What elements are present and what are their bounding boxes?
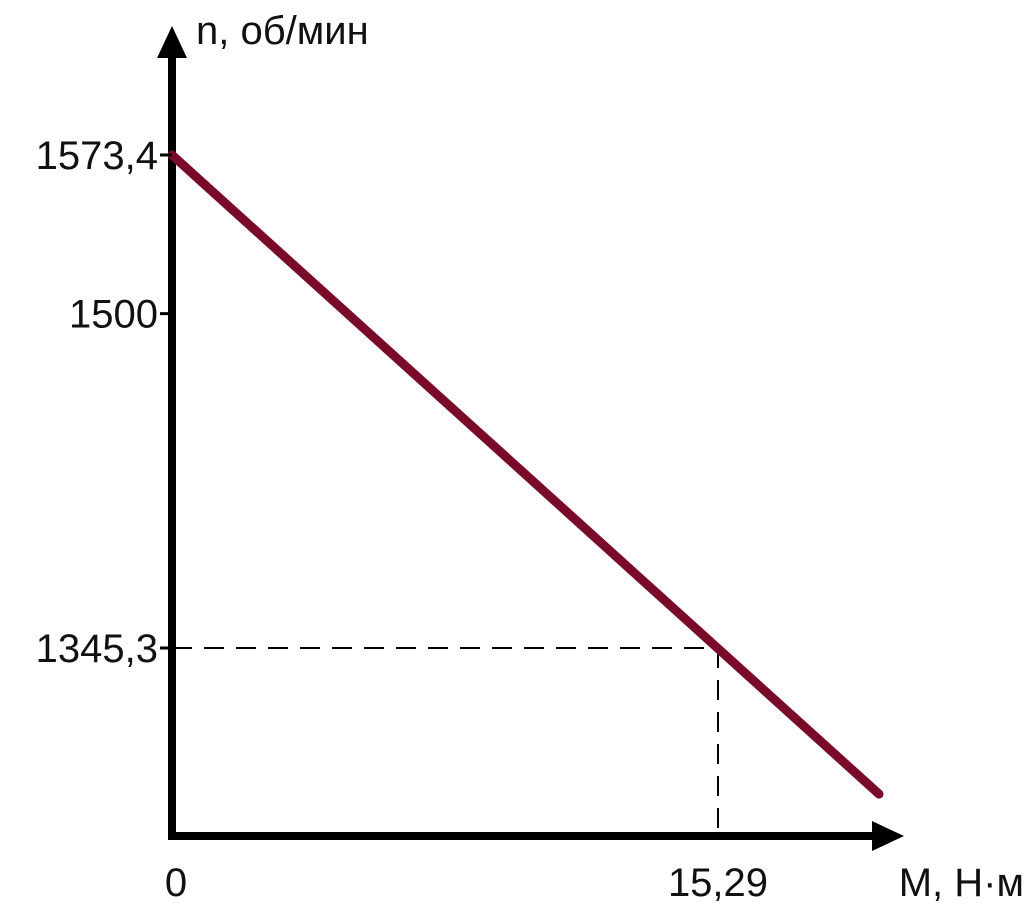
series-line-0 (167, 150, 884, 799)
reference-guides (172, 647, 719, 836)
x-tick-label: 15,29 (668, 861, 768, 905)
y-tick-label: 1500 (69, 293, 158, 337)
y-axis-arrow (157, 26, 187, 58)
x-tick-label: 0 (165, 861, 187, 905)
y-tick-label: 1573,4 (36, 134, 158, 178)
axes (157, 26, 904, 851)
tick-marks (160, 153, 172, 650)
x-axis-arrow (872, 821, 904, 851)
y-tick-label: 1345,3 (36, 627, 158, 671)
tick-labels: 1573,4 1500 1345,3 0 15,29 (36, 134, 768, 905)
x-axis-title: M, Н·м (899, 861, 1024, 905)
series-layer (167, 150, 884, 799)
y-axis-title: n, об/мин (196, 9, 369, 53)
